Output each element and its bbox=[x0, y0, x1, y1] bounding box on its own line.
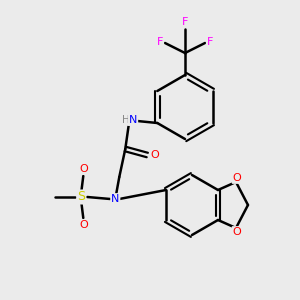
Text: O: O bbox=[79, 220, 88, 230]
Text: O: O bbox=[150, 150, 159, 160]
Text: N: N bbox=[111, 194, 119, 204]
Text: H: H bbox=[122, 115, 129, 125]
Text: N: N bbox=[129, 115, 137, 125]
Text: O: O bbox=[232, 173, 242, 183]
Text: O: O bbox=[79, 164, 88, 174]
Text: S: S bbox=[77, 190, 85, 203]
Text: O: O bbox=[232, 227, 242, 237]
Text: F: F bbox=[157, 37, 163, 47]
Text: F: F bbox=[182, 17, 188, 27]
Text: F: F bbox=[207, 37, 213, 47]
